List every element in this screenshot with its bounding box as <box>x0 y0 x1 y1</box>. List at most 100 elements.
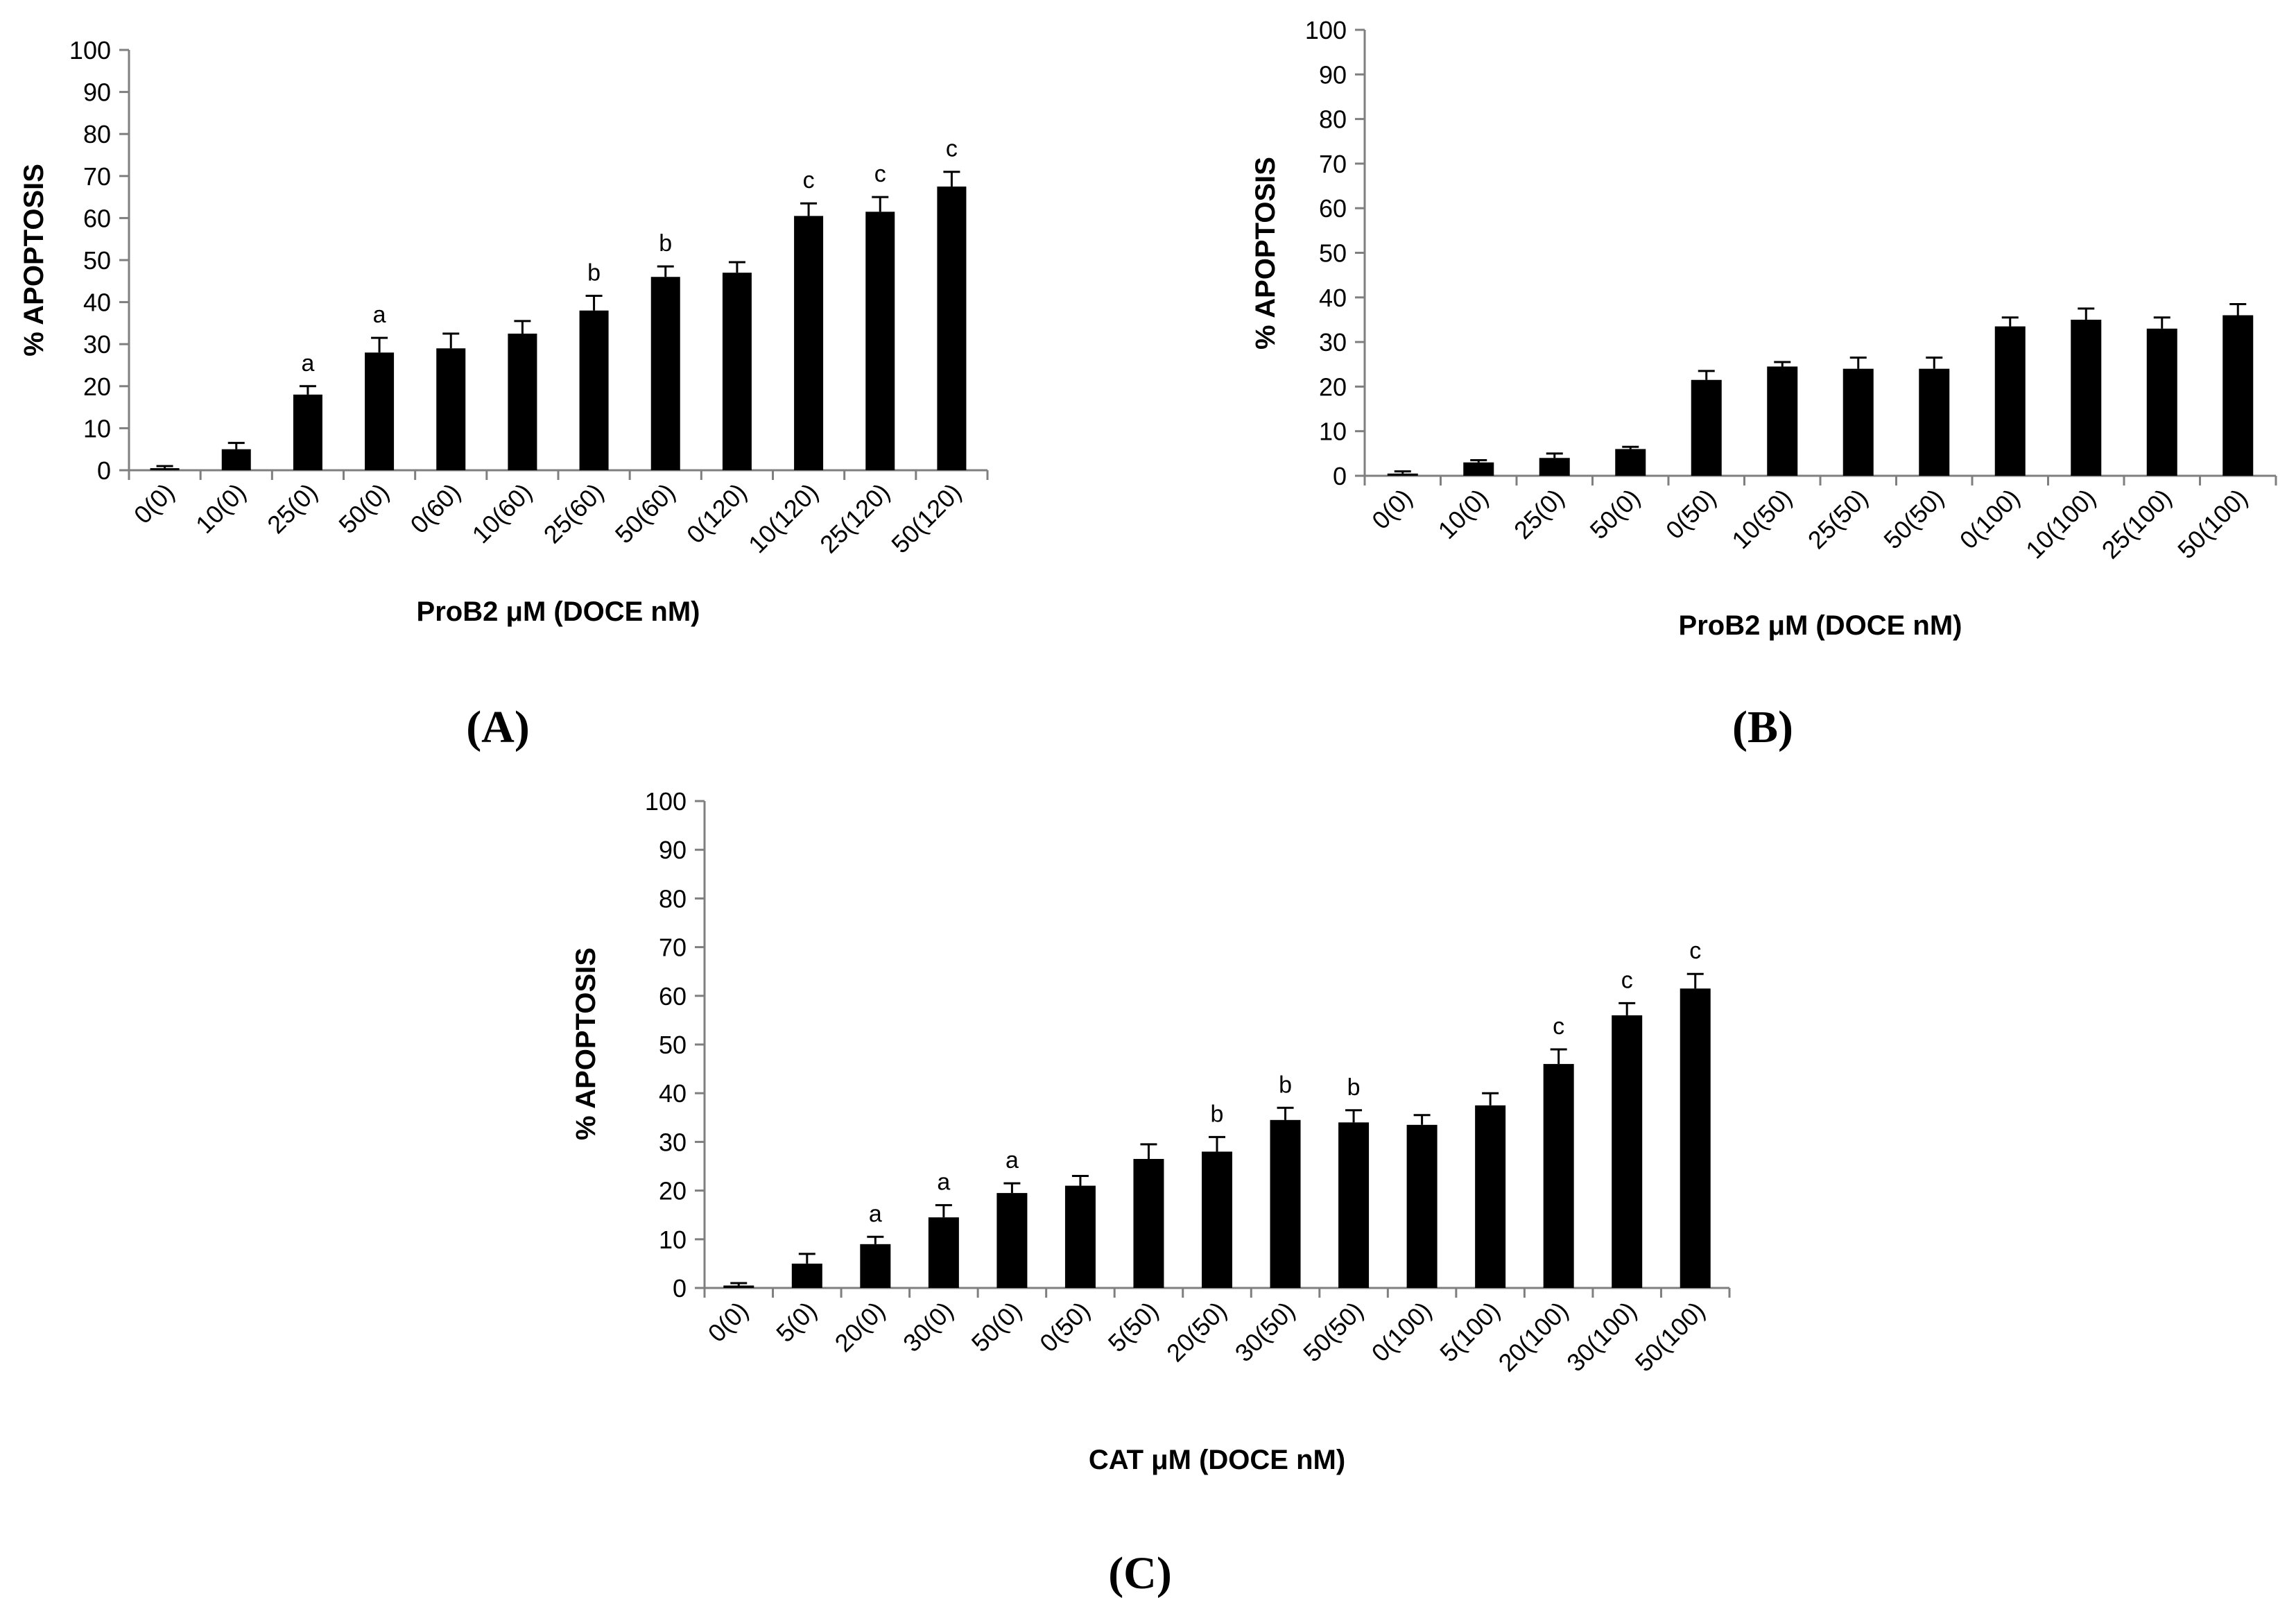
bar <box>722 273 752 470</box>
x-tick-label: 50(0) <box>1584 483 1645 544</box>
x-tick-label: 10(120) <box>743 478 824 559</box>
y-tick-label: 80 <box>1319 105 1347 134</box>
y-tick-label: 100 <box>1305 16 1347 44</box>
y-tick-label: 60 <box>83 204 111 232</box>
x-tick-label: 20(100) <box>1493 1296 1574 1377</box>
y-tick-label: 70 <box>83 162 111 191</box>
x-tick-label: 0(100) <box>1954 483 2026 555</box>
x-tick-label: 10(100) <box>2020 483 2101 565</box>
x-tick-label: 5(50) <box>1103 1296 1164 1357</box>
bar <box>928 1217 959 1288</box>
y-tick-label: 30 <box>83 330 111 359</box>
bar <box>791 1263 822 1288</box>
bar <box>1387 473 1418 476</box>
x-tick-label: 0(0) <box>702 1296 754 1348</box>
y-axis-title: % APOPTOSIS <box>19 164 49 356</box>
x-tick-label: 50(50) <box>1878 483 1949 555</box>
y-tick-label: 40 <box>659 1079 687 1108</box>
y-tick-label: 100 <box>645 787 687 816</box>
bar <box>150 467 180 470</box>
y-tick-label: 10 <box>1319 418 1347 446</box>
x-tick-label: 0(60) <box>404 478 465 539</box>
y-tick-label: 30 <box>1319 328 1347 356</box>
bar <box>2222 315 2254 476</box>
bar <box>1842 368 1874 476</box>
y-tick-label: 80 <box>659 884 687 913</box>
chart-a: 0 10 20 30 40 50 60 70 80 90 100 0(0) 10(0) a 25(0) a 50… <box>19 36 989 753</box>
bar <box>650 277 680 470</box>
y-tick-label: 100 <box>69 36 111 65</box>
panel-label-c: (C) <box>1108 1548 1172 1599</box>
bar <box>365 352 395 470</box>
y-tick-label: 90 <box>659 836 687 864</box>
x-axis-title: ProB2 μM (DOCE nM) <box>417 596 700 627</box>
x-tick-label: 0(50) <box>1034 1296 1095 1357</box>
x-tick-label: 25(0) <box>261 478 322 539</box>
x-tick-label: 0(0) <box>128 478 180 529</box>
significance-label: b <box>1279 1072 1292 1098</box>
x-tick-label: 10(0) <box>1432 483 1493 544</box>
significance-label: c <box>803 167 815 194</box>
x-tick-label: 20(0) <box>829 1296 890 1357</box>
y-tick-label: 10 <box>659 1226 687 1254</box>
x-tick-label: 50(60) <box>610 478 681 549</box>
chart-b: 0 10 20 30 40 50 60 70 80 90 100 0(0) 10(0) 25(0) 50(0… <box>1250 16 2277 753</box>
y-tick-label: 90 <box>1319 60 1347 89</box>
y-tick-label: 80 <box>83 120 111 148</box>
bar <box>1064 1185 1096 1288</box>
x-axis-title: CAT μM (DOCE nM) <box>1089 1445 1345 1475</box>
x-tick-label: 50(120) <box>886 478 967 559</box>
bar <box>1133 1158 1164 1288</box>
x-tick-label: 10(60) <box>466 478 537 549</box>
y-tick-label: 60 <box>659 982 687 1011</box>
bar <box>1338 1122 1370 1288</box>
bar <box>1615 449 1646 476</box>
x-tick-label: 0(0) <box>1366 483 1417 535</box>
bar <box>937 186 967 470</box>
x-axis-title: ProB2 μM (DOCE nM) <box>1679 610 1962 641</box>
significance-label: b <box>659 230 672 257</box>
significance-label: a <box>869 1201 882 1227</box>
significance-label: c <box>1553 1013 1564 1040</box>
bar <box>794 216 824 470</box>
x-tick-label: 25(120) <box>814 478 895 559</box>
x-tick-label: 25(50) <box>1802 483 1874 555</box>
bar <box>1767 366 1798 476</box>
x-tick-label: 10(0) <box>190 478 251 539</box>
bar <box>860 1244 891 1288</box>
y-axis-title: % APOPTOSIS <box>1250 157 1281 350</box>
significance-label: a <box>1005 1147 1019 1174</box>
y-tick-label: 90 <box>83 78 111 107</box>
y-tick-label: 50 <box>1319 239 1347 268</box>
x-tick-label: 30(100) <box>1561 1296 1642 1377</box>
significance-label: a <box>301 350 314 377</box>
bar <box>1612 1015 1643 1288</box>
y-tick-label: 70 <box>1319 150 1347 178</box>
x-tick-label: 5(0) <box>770 1296 822 1348</box>
significance-label: b <box>1347 1074 1361 1101</box>
significance-label: b <box>1211 1101 1224 1127</box>
bar <box>1202 1151 1232 1288</box>
panel-label-a: (A) <box>466 702 530 753</box>
x-tick-label: 50(100) <box>1630 1296 1711 1377</box>
y-tick-label: 40 <box>1319 284 1347 312</box>
bar <box>579 310 609 470</box>
bar <box>865 212 895 470</box>
x-tick-label: 0(120) <box>681 478 752 549</box>
x-tick-label: 30(50) <box>1229 1296 1301 1368</box>
chart-c: 0 10 20 30 40 50 60 70 80 90 100 0(0) 5(0) a 20(0) a 30(… <box>571 787 1731 1599</box>
bar <box>508 334 537 470</box>
bar <box>1680 988 1711 1288</box>
y-tick-label: 30 <box>659 1128 687 1156</box>
bar <box>436 348 466 470</box>
significance-label: c <box>874 161 886 187</box>
y-tick-label: 0 <box>673 1274 687 1303</box>
x-tick-label: 50(0) <box>966 1296 1027 1357</box>
bar <box>221 449 251 470</box>
bar <box>1543 1064 1574 1288</box>
y-tick-label: 20 <box>659 1177 687 1205</box>
y-tick-label: 10 <box>83 414 111 442</box>
y-tick-label: 50 <box>83 246 111 275</box>
x-tick-label: 25(60) <box>538 478 610 549</box>
